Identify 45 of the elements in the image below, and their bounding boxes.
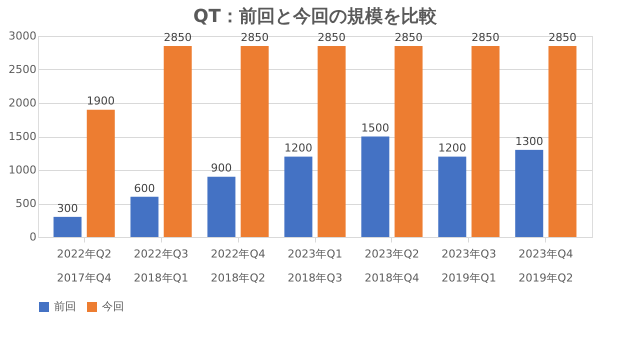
bar bbox=[284, 156, 312, 237]
data-label: 2850 bbox=[394, 31, 423, 44]
data-label: 2850 bbox=[472, 31, 500, 44]
bar bbox=[164, 46, 192, 237]
y-tick-label: 2500 bbox=[8, 63, 36, 76]
data-label: 900 bbox=[210, 162, 232, 175]
legend-label: 前回 bbox=[54, 300, 76, 313]
data-label: 2850 bbox=[318, 31, 346, 44]
y-tick-label: 1000 bbox=[8, 164, 36, 176]
data-label: 300 bbox=[57, 202, 78, 215]
y-tick-label: 0 bbox=[30, 230, 36, 244]
x-tick-label: 2022年Q2 2017年Q4 bbox=[56, 248, 112, 284]
bar bbox=[548, 46, 576, 237]
y-tick-label: 3000 bbox=[8, 30, 36, 42]
data-label: 600 bbox=[134, 182, 155, 195]
bar bbox=[207, 176, 236, 237]
bar bbox=[54, 216, 82, 237]
data-label: 2850 bbox=[164, 31, 192, 44]
x-tick-label: 2023年Q3 2019年Q1 bbox=[442, 248, 496, 284]
x-tick-label: 2023年Q4 2019年Q2 bbox=[518, 248, 574, 284]
bar bbox=[515, 150, 544, 237]
chart-title: QT：前回と今回の規模を比較 bbox=[193, 6, 438, 27]
bar bbox=[361, 136, 390, 237]
y-tick-label: 2000 bbox=[8, 96, 36, 110]
y-tick-label: 1500 bbox=[8, 130, 36, 143]
x-tick-label: 2023年Q2 2018年Q4 bbox=[364, 248, 420, 284]
bar bbox=[472, 46, 500, 237]
bar bbox=[394, 46, 423, 237]
data-label: 1500 bbox=[361, 122, 390, 134]
data-label: 1200 bbox=[438, 142, 466, 155]
legend-label: 今回 bbox=[102, 300, 124, 313]
data-label: 1300 bbox=[515, 134, 544, 148]
x-tick-label: 2022年Q4 2018年Q2 bbox=[210, 248, 266, 284]
data-label: 2850 bbox=[548, 31, 576, 44]
bar bbox=[438, 156, 466, 237]
x-tick-label: 2023年Q1 2018年Q3 bbox=[288, 248, 342, 284]
y-tick-label: 500 bbox=[16, 197, 36, 210]
data-label: 1900 bbox=[86, 94, 115, 108]
data-label: 1200 bbox=[284, 142, 312, 155]
bar bbox=[86, 110, 115, 237]
data-label: 2850 bbox=[240, 31, 269, 44]
bar bbox=[130, 196, 158, 237]
bar bbox=[318, 46, 346, 237]
x-tick-label: 2022年Q3 2018年Q1 bbox=[134, 248, 188, 284]
bar bbox=[240, 46, 269, 237]
